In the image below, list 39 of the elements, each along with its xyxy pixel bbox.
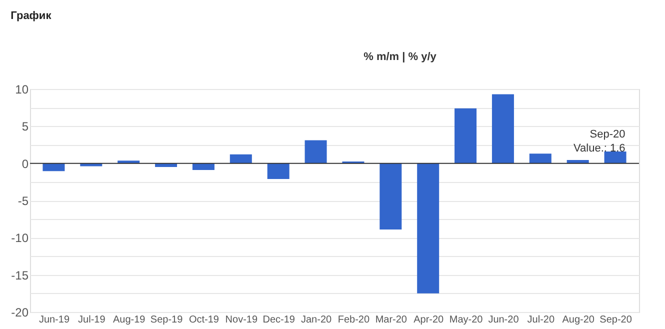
bar — [604, 151, 626, 164]
bar — [304, 140, 327, 164]
y-tick-label: 10 — [15, 82, 29, 96]
x-tick-label: Mar-20 — [375, 314, 408, 326]
x-tick-label: Aug-20 — [562, 314, 595, 326]
x-tick-label: Apr-20 — [414, 314, 444, 326]
x-tick-label: Sep-20 — [600, 314, 632, 326]
x-tick-label: Jun-19 — [38, 314, 70, 326]
bar — [230, 154, 252, 164]
y-tick-label: 5 — [22, 120, 29, 134]
x-tick-label: Sep-19 — [150, 314, 184, 326]
bar — [267, 163, 290, 179]
x-tick-label: Nov-19 — [225, 314, 258, 326]
bar — [118, 160, 140, 164]
bar — [529, 154, 552, 164]
annotation: Sep-20 Value.: 1.6 — [574, 128, 626, 154]
y-tick-label: -20 — [11, 306, 29, 320]
y-tick-label: -15 — [11, 268, 29, 282]
x-tick-label: Jul-20 — [527, 314, 555, 326]
x-tick-label: Feb-20 — [338, 314, 370, 326]
bar — [566, 160, 589, 164]
y-tick-label: -10 — [11, 231, 29, 246]
bar — [192, 163, 214, 170]
bar — [492, 94, 514, 164]
bar — [42, 163, 65, 172]
x-tick-label: Oct-19 — [188, 314, 220, 326]
x-tick-label: Jun-20 — [488, 314, 520, 326]
x-tick-label: Dec-19 — [262, 314, 296, 326]
x-tick-label: Aug-19 — [112, 314, 146, 326]
bar — [417, 163, 440, 294]
y-tick-label: -5 — [18, 194, 29, 208]
x-tick-label: Jul-19 — [78, 314, 106, 326]
bar — [454, 108, 477, 164]
x-tick-label: Jan-20 — [300, 314, 332, 326]
chart-title: График — [10, 10, 52, 22]
bar — [380, 163, 402, 230]
y-tick-label: 0 — [22, 156, 29, 171]
text: % m/m | % y/y — [364, 51, 438, 63]
x-tick-label: May-20 — [449, 314, 484, 326]
